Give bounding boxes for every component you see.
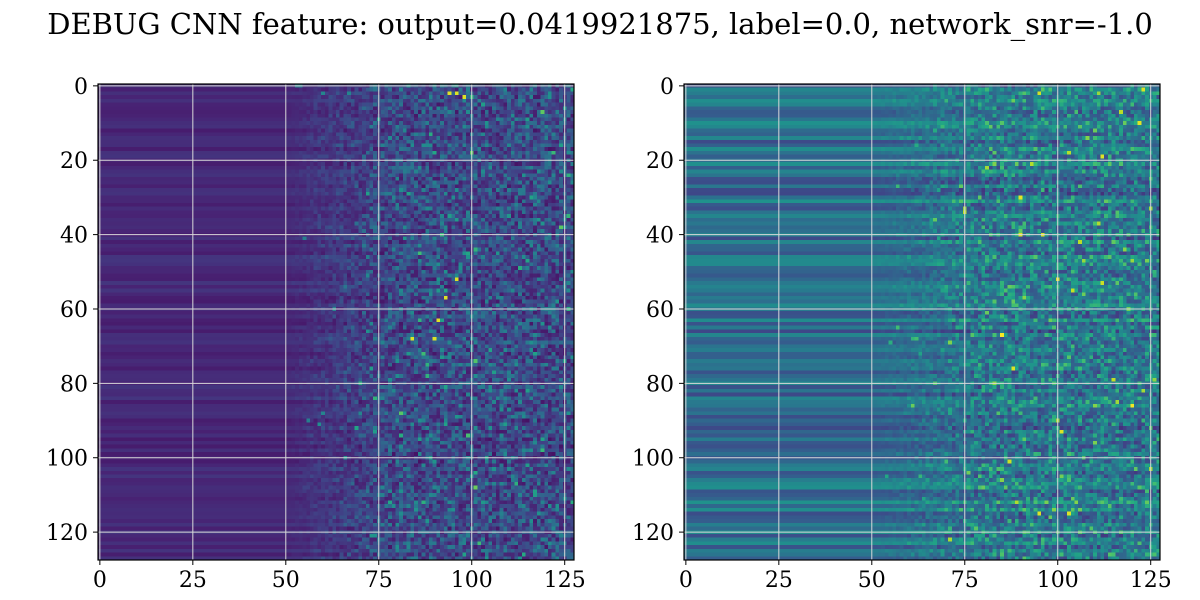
y-tick-label: 20 [60,149,88,174]
y-tick-label: 60 [646,298,674,323]
heatmap-panel-2: 0 25 50 75 100 125 0 20 40 60 80 100 120 [632,75,1172,593]
x-tick-label: 75 [951,568,979,593]
x-tick-label: 125 [544,568,586,593]
y-tick-label: 40 [60,224,88,249]
y-tick-label: 0 [74,75,88,100]
y-tick-label: 120 [46,521,88,546]
axes-frame [97,83,575,561]
x-tick-label: 125 [1130,568,1172,593]
y-tick-label: 120 [632,521,674,546]
x-tick-label: 75 [365,568,393,593]
x-tick-label: 50 [272,568,300,593]
y-tick-label: 100 [632,447,674,472]
x-tick-label: 50 [858,568,886,593]
y-tick-label: 40 [646,224,674,249]
y-tick-label: 0 [660,75,674,100]
x-tick-label: 25 [765,568,793,593]
x-tick-label: 25 [179,568,207,593]
heatmap-image [684,84,1160,560]
figure-title: DEBUG CNN feature: output=0.0419921875, … [47,7,1153,41]
heatmap-image [98,84,574,560]
x-tick-label: 100 [1037,568,1079,593]
heatmap-panel-1: 0 25 50 75 100 125 0 20 40 60 80 100 120 [46,75,586,593]
y-tick-label: 80 [60,372,88,397]
x-tick-label: 0 [93,568,107,593]
x-tick-label: 0 [679,568,693,593]
y-tick-label: 80 [646,372,674,397]
x-tick-label: 100 [451,568,493,593]
y-tick-label: 20 [646,149,674,174]
axes-frame [683,83,1161,561]
y-tick-label: 100 [46,447,88,472]
y-tick-label: 60 [60,298,88,323]
